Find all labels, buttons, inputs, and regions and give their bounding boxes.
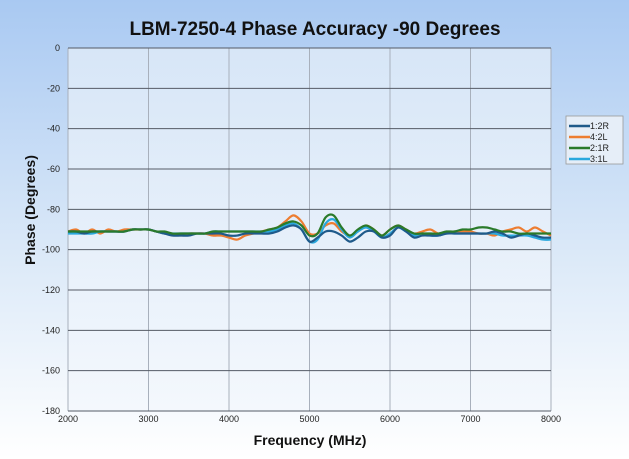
legend: 1:2R4:2L2:1R3:1L (565, 115, 624, 165)
legend-box (565, 115, 624, 165)
x-tick-label: 2000 (58, 414, 78, 424)
y-tick-label: -20 (47, 83, 60, 93)
y-tick-label: -120 (42, 285, 60, 295)
legend-label: 3:1L (590, 154, 608, 164)
legend-label: 4:2L (590, 132, 608, 142)
grid (67, 47, 552, 412)
x-tick-label: 8000 (541, 414, 561, 424)
y-axis-label: Phase (Degrees) (22, 155, 38, 265)
x-tick-label: 5000 (299, 414, 319, 424)
y-tick-label: -180 (42, 406, 60, 416)
y-tick-label: -140 (42, 325, 60, 335)
x-tick-label: 7000 (460, 414, 480, 424)
x-tick-label: 6000 (380, 414, 400, 424)
x-tick-label: 3000 (138, 414, 158, 424)
series-lines (67, 213, 552, 244)
tick-labels: 2000 3000 4000 5000 6000 7000 8000 0 -20 -40 -60 -8… (42, 43, 561, 424)
y-tick-label: -100 (42, 245, 60, 255)
y-tick-label: 0 (55, 43, 60, 53)
chart-title: LBM-7250-4 Phase Accuracy -90 Degrees (129, 19, 500, 40)
y-tick-label: -160 (42, 366, 60, 376)
legend-label: 2:1R (590, 143, 610, 153)
y-tick-label: -60 (47, 164, 60, 174)
x-axis-label: Frequency (MHz) (254, 432, 367, 448)
y-tick-label: -40 (47, 124, 60, 134)
legend-label: 1:2R (590, 121, 610, 131)
x-tick-label: 4000 (219, 414, 239, 424)
series-line-2-1R (68, 213, 551, 238)
y-tick-label: -80 (47, 204, 60, 214)
